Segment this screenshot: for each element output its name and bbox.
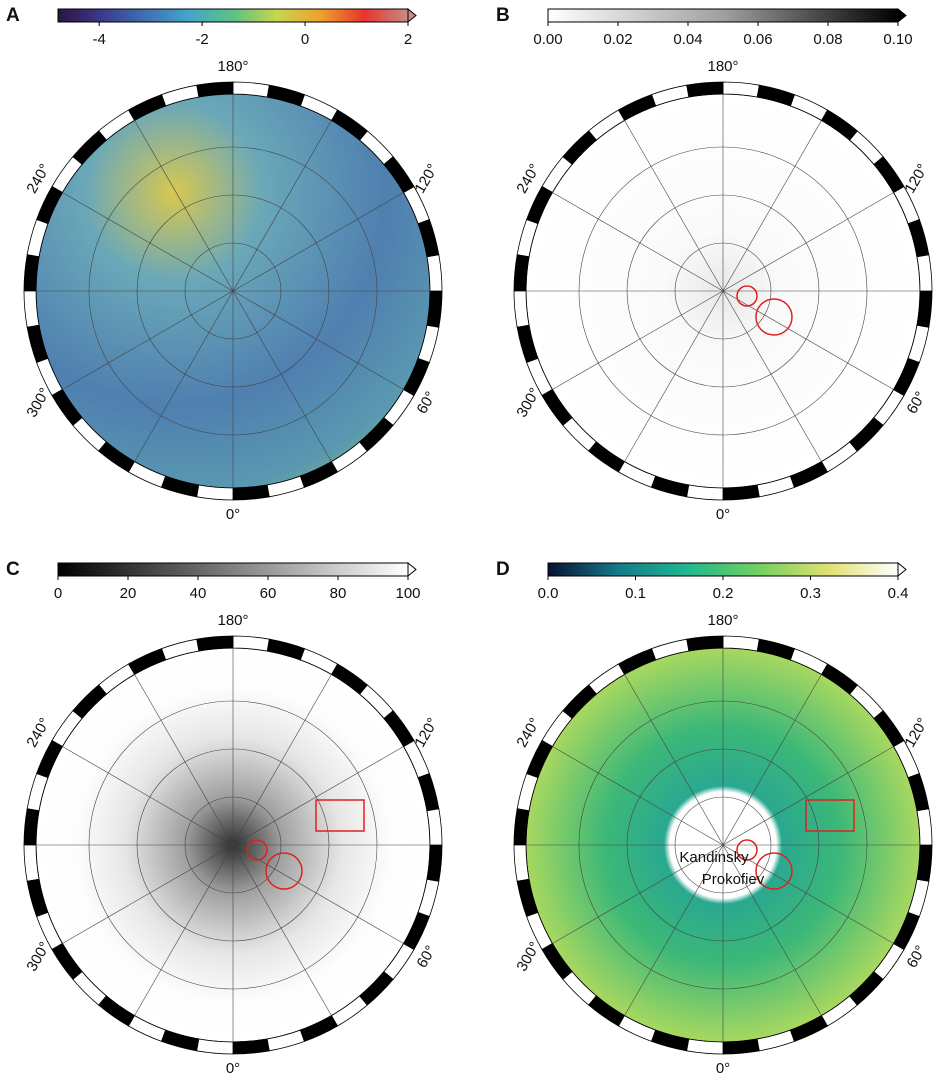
longitude-label: 0° [226, 1060, 240, 1077]
longitude-label: 120° [901, 715, 931, 750]
colorbar-tick-label: -2 [195, 31, 208, 48]
panel-label: D [496, 559, 510, 580]
panel-label: C [6, 559, 20, 580]
colorbar-tick-label: 20 [120, 585, 137, 602]
figure: A-4-202180°120°60°0°300°240°B0.000.020.0… [0, 0, 940, 1078]
longitude-label: 0° [716, 506, 730, 523]
longitude-label: 60° [903, 389, 929, 417]
longitude-label: 60° [413, 389, 439, 417]
colorbar [58, 9, 408, 22]
colorbar-arrow [898, 563, 906, 576]
longitude-label: 0° [716, 1060, 730, 1077]
colorbar [548, 563, 898, 576]
colorbar-tick-label: 0.2 [713, 585, 734, 602]
colorbar-tick-label: 2 [404, 31, 412, 48]
colorbar-tick-label: 0.04 [673, 31, 702, 48]
colorbar-tick-label: 60 [260, 585, 277, 602]
panel-label: B [496, 5, 510, 26]
colorbar-tick-label: 0.3 [800, 585, 821, 602]
colorbar-tick-label: -4 [93, 31, 106, 48]
crater-name: Kandinsky [679, 849, 749, 866]
colorbar-tick-label: 0.1 [625, 585, 646, 602]
colorbar-tick-label: 0.0 [538, 585, 559, 602]
colorbar-tick-label: 0 [54, 585, 62, 602]
colorbar-tick-label: 40 [190, 585, 207, 602]
colorbar-arrow [408, 563, 416, 576]
colorbar-tick-label: 0.00 [533, 31, 562, 48]
colorbar [548, 9, 898, 22]
colorbar-arrow [898, 9, 906, 22]
colorbar-arrow [408, 9, 416, 22]
colorbar-tick-label: 100 [395, 585, 420, 602]
colorbar-tick-label: 0.4 [888, 585, 909, 602]
longitude-label: 60° [413, 943, 439, 971]
panel-label: A [6, 5, 20, 26]
longitude-label: 180° [707, 612, 738, 629]
longitude-label: 180° [707, 58, 738, 75]
longitude-label: 180° [217, 58, 248, 75]
longitude-label: 0° [226, 506, 240, 523]
colorbar-tick-label: 80 [330, 585, 347, 602]
colorbar-tick-label: 0.06 [743, 31, 772, 48]
longitude-label: 120° [901, 161, 931, 196]
colorbar-tick-label: 0.10 [883, 31, 912, 48]
colorbar-tick-label: 0 [301, 31, 309, 48]
colorbar-tick-label: 0.08 [813, 31, 842, 48]
longitude-label: 120° [411, 715, 441, 750]
longitude-label: 60° [903, 943, 929, 971]
longitude-label: 120° [411, 161, 441, 196]
longitude-label: 180° [217, 612, 248, 629]
crater-name: Prokofiev [702, 871, 765, 888]
colorbar-tick-label: 0.02 [603, 31, 632, 48]
colorbar [58, 563, 408, 576]
